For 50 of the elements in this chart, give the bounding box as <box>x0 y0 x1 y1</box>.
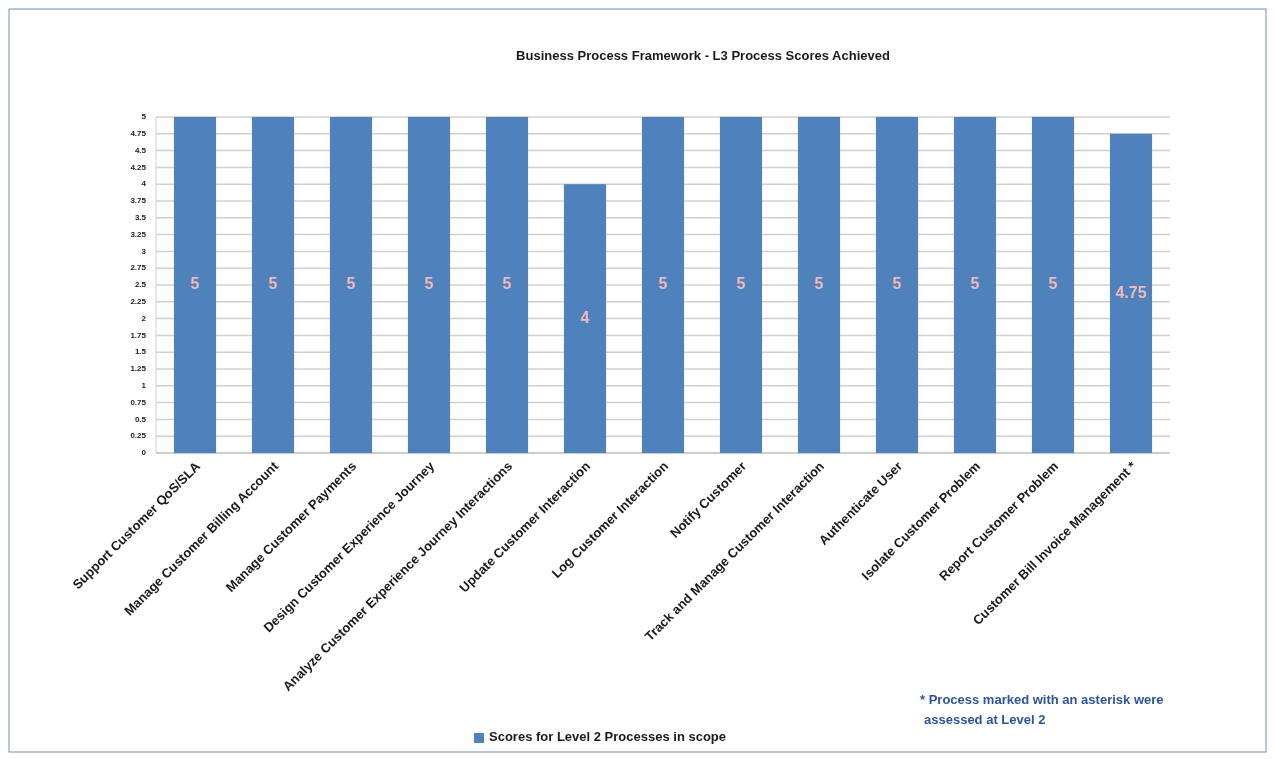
y-tick-label: 4.75 <box>130 128 147 138</box>
y-tick-label: 1 <box>141 380 147 390</box>
data-label: 5 <box>190 275 200 293</box>
y-tick-label: 0.5 <box>134 414 147 424</box>
data-label: 5 <box>736 275 746 293</box>
y-tick-label: 0.25 <box>130 431 147 441</box>
data-label: 5 <box>502 275 512 293</box>
y-tick-label: 2.25 <box>130 296 147 306</box>
y-tick-label: 2.75 <box>130 263 147 273</box>
bar <box>875 117 919 453</box>
data-label: 5 <box>346 275 356 293</box>
bar <box>953 117 997 453</box>
bar <box>719 117 763 453</box>
data-label: 5 <box>658 275 668 293</box>
y-tick-label: 3.75 <box>130 196 147 206</box>
y-tick-label: 3.5 <box>134 212 147 222</box>
text: * Process marked with an asterisk were assessed at Level 2 <box>920 692 1164 727</box>
y-tick-label: 4 <box>141 179 147 189</box>
y-tick-label: 1.5 <box>134 347 147 357</box>
data-label: 5 <box>970 275 980 293</box>
bar <box>1109 133 1153 453</box>
y-tick-label: 4.5 <box>134 145 147 155</box>
y-tick-label: 3 <box>141 246 147 256</box>
data-label: 5 <box>424 275 434 293</box>
y-tick-label: 0.75 <box>130 397 147 407</box>
y-tick-label: 2.5 <box>134 280 147 290</box>
bar <box>641 117 685 453</box>
bar <box>1031 117 1075 453</box>
bar <box>485 117 529 453</box>
data-label: 5 <box>1048 275 1058 293</box>
y-tick-label: 5 <box>141 112 147 122</box>
bar <box>329 117 373 453</box>
data-label: 4 <box>580 308 590 326</box>
bar <box>407 117 451 453</box>
data-label: 4.75 <box>1115 283 1147 301</box>
bar <box>173 117 217 453</box>
y-tick-label: 3.25 <box>130 229 147 239</box>
bar <box>251 117 295 453</box>
y-tick-label: 4.25 <box>130 162 147 172</box>
legend-label: Scores for Level 2 Processes in scope <box>489 729 727 745</box>
y-tick-label: 2 <box>141 313 147 323</box>
y-tick-label: 1.25 <box>130 364 147 374</box>
y-tick-label: 0 <box>141 448 147 458</box>
data-label: 5 <box>268 275 278 293</box>
data-label: 5 <box>892 275 902 293</box>
data-label: 5 <box>814 275 824 293</box>
bar <box>563 184 607 453</box>
bar <box>797 117 841 453</box>
chart-title: Business Process Framework - L3 Process Scores Achieved <box>516 48 890 63</box>
y-tick-label: 1.75 <box>130 330 147 340</box>
